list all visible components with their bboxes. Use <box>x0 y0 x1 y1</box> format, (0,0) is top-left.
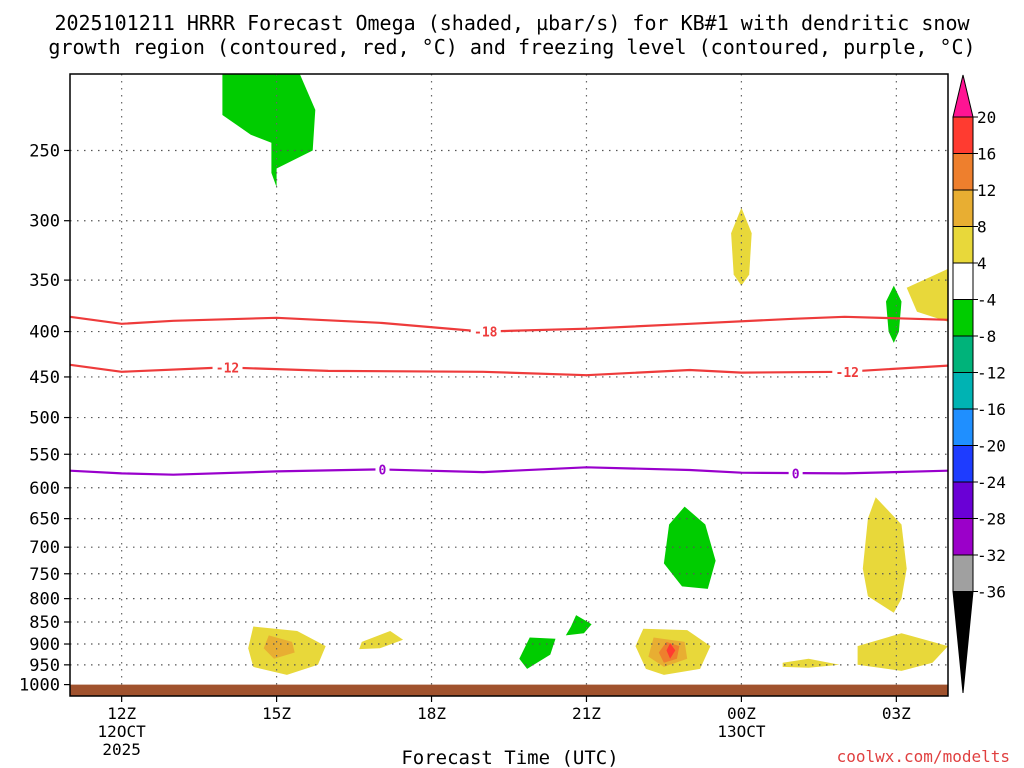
y-tick-label: 250 <box>29 141 60 161</box>
y-axis-ticks: 2503003504004505005506006507007508008509… <box>19 141 70 696</box>
colorbar-label: -12 <box>977 364 1006 383</box>
colorbar-label: -32 <box>977 546 1006 565</box>
colorbar-label: -20 <box>977 437 1006 456</box>
y-tick-label: 700 <box>29 538 60 558</box>
contour-label: 0 <box>792 467 800 482</box>
colorbar-label: 20 <box>977 108 996 127</box>
contour-label-bg <box>212 360 243 375</box>
colorbar-box <box>952 262 974 300</box>
colorbar-label: -4 <box>977 291 996 310</box>
x-tick-label: 18Z <box>417 704 446 723</box>
contour-label-bg <box>470 324 501 339</box>
colorbar-label: 12 <box>977 181 996 200</box>
colorbar-label: 16 <box>977 145 996 164</box>
x-tick-year: 2025 <box>102 740 141 759</box>
omega-region <box>663 506 716 589</box>
credit-text: coolwx.com/modelts <box>837 747 1010 766</box>
ground-surface <box>70 684 948 696</box>
omega-region <box>359 631 404 650</box>
colorbar-box <box>952 116 974 154</box>
contour-label: 0 <box>379 463 387 478</box>
colorbar-bottom-arrow <box>952 591 974 694</box>
colorbar-box <box>952 226 974 264</box>
colorbar-label: -36 <box>977 583 1006 602</box>
colorbar-box <box>952 153 974 191</box>
x-tick-date: 13OCT <box>717 722 766 741</box>
colorbar-box <box>952 299 974 337</box>
omega-region <box>519 637 556 669</box>
contour-label-bg <box>375 462 390 477</box>
contour-line <box>69 363 949 377</box>
omega-region <box>862 497 907 613</box>
plot-frame <box>69 73 949 697</box>
colorbar-label: -16 <box>977 400 1006 419</box>
ground-fill <box>70 684 948 696</box>
colorbar-top-arrow <box>952 74 974 118</box>
contour-label-bg <box>788 466 803 481</box>
y-tick-label: 650 <box>29 510 60 530</box>
grid-lines <box>70 74 948 685</box>
y-tick-label: 750 <box>29 565 60 585</box>
omega-region <box>782 658 840 668</box>
colorbar-box <box>952 481 974 519</box>
x-tick-label: 21Z <box>572 704 601 723</box>
y-tick-label: 850 <box>29 613 60 633</box>
colorbar-box <box>952 554 974 592</box>
x-tick-label: 00Z <box>727 704 756 723</box>
omega-region <box>222 74 316 188</box>
omega-region <box>857 633 948 671</box>
contour-label-bg <box>832 364 863 379</box>
y-tick-label: 800 <box>29 590 60 610</box>
colorbar: 20 16 12 8 4 -4 -8 -12 -16 -20 -24 -28 -32 -36 <box>952 74 1006 694</box>
contour-line <box>69 315 949 333</box>
y-tick-label: 500 <box>29 409 60 429</box>
x-tick-label: 12Z <box>107 704 136 723</box>
y-tick-label: 550 <box>29 445 60 465</box>
contour-label: -12 <box>836 366 859 381</box>
omega-region <box>263 635 295 659</box>
omega-region <box>731 207 752 286</box>
y-tick-label: 400 <box>29 323 60 343</box>
x-axis-label: Forecast Time (UTC) <box>401 747 618 768</box>
x-tick-date: 12OCT <box>98 722 147 741</box>
y-tick-label: 600 <box>29 479 60 499</box>
omega-shaded-regions <box>222 74 948 675</box>
colorbar-label: -8 <box>977 327 996 346</box>
y-tick-label: 950 <box>29 656 60 676</box>
chart-title-line-2: growth region (contoured, red, °C) and f… <box>48 35 975 59</box>
contour-line <box>69 466 949 476</box>
colorbar-label: -28 <box>977 510 1006 529</box>
x-tick-label: 03Z <box>882 704 911 723</box>
colorbar-box <box>952 445 974 483</box>
colorbar-label: -24 <box>977 473 1006 492</box>
y-tick-label: 300 <box>29 212 60 232</box>
colorbar-box <box>952 335 974 373</box>
y-tick-label: 900 <box>29 635 60 655</box>
colorbar-box <box>952 408 974 446</box>
contour-label: -18 <box>474 326 498 341</box>
omega-region <box>906 268 948 322</box>
y-tick-label: 1000 <box>19 676 60 696</box>
chart-title-line-1: 2025101211 HRRR Forecast Omega (shaded, … <box>54 11 970 35</box>
y-tick-label: 350 <box>29 271 60 291</box>
omega-region <box>886 285 902 343</box>
omega-region <box>666 643 676 659</box>
colorbar-box <box>952 189 974 227</box>
colorbar-label: 8 <box>977 218 987 237</box>
colorbar-box <box>952 518 974 556</box>
omega-region <box>565 615 592 636</box>
y-tick-label: 450 <box>29 368 60 388</box>
colorbar-label: 4 <box>977 254 987 273</box>
contour-label: -12 <box>216 361 239 376</box>
colorbar-box <box>952 372 974 410</box>
temperature-contours: -18 -12 -12 0 0 <box>69 315 949 482</box>
x-tick-label: 15Z <box>262 704 291 723</box>
